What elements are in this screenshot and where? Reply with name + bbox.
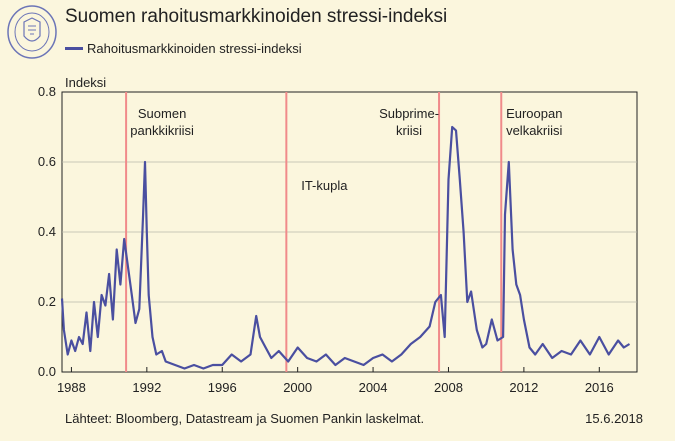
x-tick-label: 2004 [359, 380, 388, 395]
y-tick-label: 0.6 [38, 154, 56, 169]
x-tick-label: 2016 [585, 380, 614, 395]
series-line-stress-index [60, 125, 631, 370]
event-label: Subprime- [379, 106, 439, 121]
event-label: IT-kupla [301, 178, 348, 193]
suomen-pankki-seal-icon [7, 5, 57, 59]
y-tick-label: 0.4 [38, 224, 56, 239]
x-axis-ticks: 1988 1992 1996 2000 2004 2008 2012 2016 [57, 367, 614, 395]
publication-date: 15.6.2018 [585, 411, 643, 426]
y-tick-label: 0.2 [38, 294, 56, 309]
y-tick-label: 0.8 [38, 84, 56, 99]
y-axis-label: Indeksi [65, 75, 106, 90]
event-label: Euroopan [506, 106, 562, 121]
event-label: kriisi [396, 123, 422, 138]
event-label: velkakriisi [506, 123, 562, 138]
legend-swatch [65, 47, 83, 50]
source-note: Lähteet: Bloomberg, Datastream ja Suomen… [65, 411, 425, 426]
y-axis-ticks: 0.0 0.2 0.4 0.6 0.8 [38, 84, 56, 379]
event-lines: Suomen pankkikriisi IT-kupla Subprime-kriis… [125, 92, 563, 372]
x-tick-label: 1992 [132, 380, 161, 395]
x-tick-label: 1988 [57, 380, 86, 395]
event-label: pankkikriisi [130, 123, 194, 138]
legend-label: Rahoitusmarkkinoiden stressi-indeksi [87, 41, 302, 56]
page-title: Suomen rahoitusmarkkinoiden stressi-inde… [65, 6, 448, 27]
x-tick-label: 2000 [283, 380, 312, 395]
x-tick-label: 2012 [509, 380, 538, 395]
x-tick-label: 1996 [208, 380, 237, 395]
chart-legend: Rahoitusmarkkinoiden stressi-indeksi [65, 41, 302, 56]
y-tick-label: 0.0 [38, 364, 56, 379]
event-label: Suomen [138, 106, 186, 121]
gridlines [62, 161, 637, 303]
x-tick-label: 2008 [434, 380, 463, 395]
